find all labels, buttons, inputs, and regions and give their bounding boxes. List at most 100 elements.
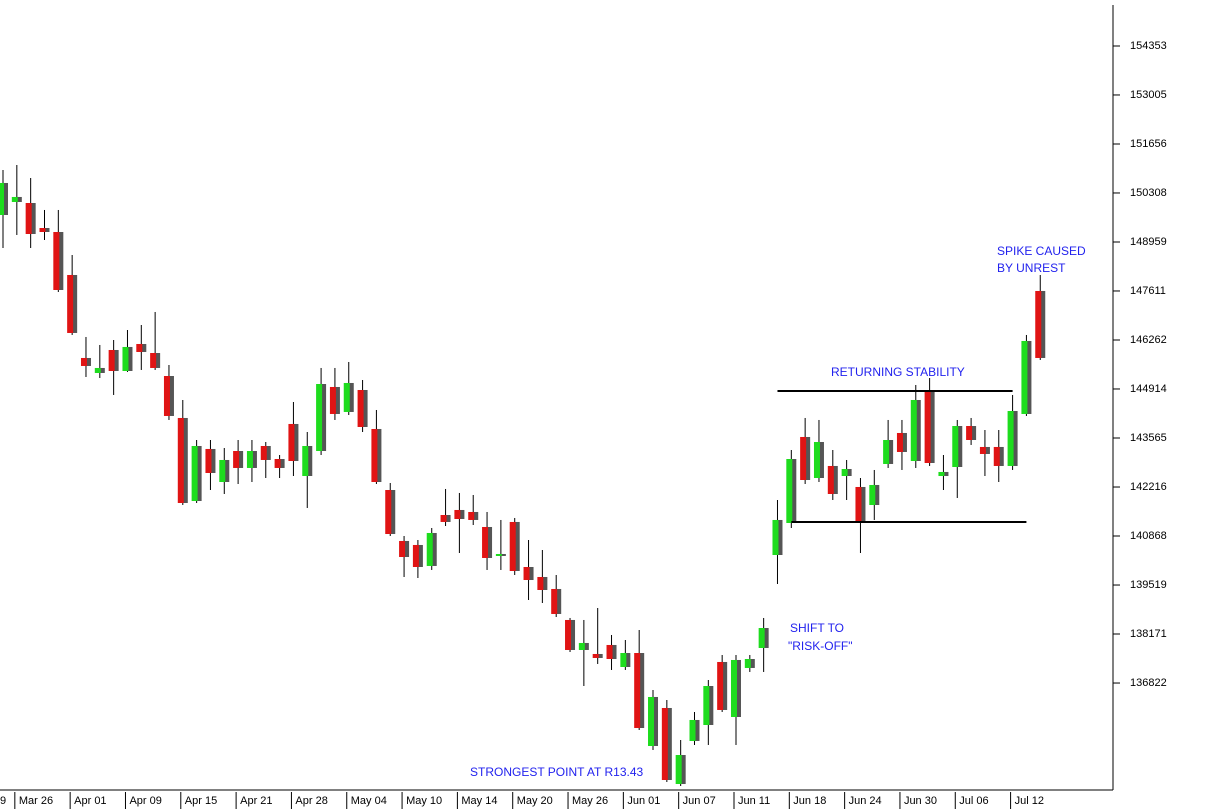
x-tick-label: Apr 09	[129, 795, 161, 807]
candle-body	[67, 274, 74, 333]
candle-shadow	[749, 659, 755, 668]
candle-shadow	[182, 417, 188, 504]
candle-body	[717, 661, 724, 710]
candle-body	[440, 514, 447, 522]
candle-body	[813, 441, 820, 479]
candle-body	[136, 343, 143, 352]
candle-body	[592, 653, 599, 658]
candle-shadow	[404, 540, 410, 558]
candle-shadow	[556, 588, 562, 614]
candle-shadow	[99, 367, 105, 373]
candle-shadow	[943, 471, 949, 477]
candle-body	[219, 459, 226, 483]
candle-body	[454, 509, 461, 519]
x-tick-label: Jun 18	[793, 795, 826, 807]
candle-shadow	[915, 399, 921, 461]
candle-body	[482, 526, 489, 558]
x-tick-label: May 04	[351, 795, 387, 807]
candle-shadow	[542, 576, 548, 590]
candle-body	[191, 445, 198, 502]
candle-body	[938, 471, 945, 477]
x-tick-label: May 14	[461, 795, 497, 807]
candle-shadow	[196, 445, 202, 502]
candle-body	[924, 391, 931, 463]
candle-body	[329, 386, 336, 414]
x-tick-label: May 20	[517, 795, 553, 807]
candle-body	[744, 659, 751, 668]
x-tick-label: Jun 24	[849, 795, 882, 807]
candle-shadow	[224, 459, 230, 483]
candle-body	[869, 484, 876, 506]
candle-body	[883, 439, 890, 464]
candle-body	[205, 448, 212, 473]
candle-shadow	[722, 661, 728, 710]
candle-body	[343, 382, 350, 412]
candle-shadow	[362, 389, 368, 427]
candle-body	[163, 376, 170, 416]
x-tick-label: Jun 01	[627, 795, 660, 807]
candle-shadow	[514, 521, 520, 571]
candle-body	[1007, 410, 1014, 466]
candle-shadow	[583, 642, 589, 650]
candle-shadow	[611, 644, 617, 660]
candle-body	[288, 423, 295, 461]
candle-body	[509, 521, 516, 571]
x-tick-label: Apr 28	[295, 795, 327, 807]
candle-shadow	[85, 357, 91, 366]
candle-body	[122, 346, 129, 371]
candle-body	[468, 511, 475, 520]
annotation: "RISK-OFF"	[788, 639, 853, 653]
candle-body	[1035, 290, 1042, 358]
x-tick-label: Jul 12	[1015, 795, 1044, 807]
candle-body	[495, 553, 502, 556]
candle-shadow	[777, 519, 783, 556]
x-tick-label: Apr 01	[74, 795, 106, 807]
candle-shadow	[238, 451, 244, 468]
candle-shadow	[791, 459, 797, 523]
candle-shadow	[805, 436, 811, 481]
candle-body	[302, 445, 309, 477]
candle-body	[855, 486, 862, 521]
candle-shadow	[390, 489, 396, 535]
candle-shadow	[888, 439, 894, 464]
candle-body	[952, 426, 959, 467]
candle-shadow	[735, 659, 741, 717]
candle-shadow	[321, 384, 327, 452]
candle-body	[177, 417, 184, 504]
candle-body	[53, 232, 60, 290]
candle-body	[979, 446, 986, 454]
candle-shadow	[58, 232, 64, 290]
annotation: STRONGEST POINT AT R13.43	[470, 765, 643, 779]
y-tick-label: 143565	[1130, 432, 1167, 444]
candle-shadow	[265, 445, 271, 460]
x-tick-label: Apr 21	[240, 795, 272, 807]
annotation: SHIFT TO	[790, 621, 844, 635]
candle-shadow	[141, 343, 147, 352]
y-tick-label: 139519	[1130, 579, 1167, 591]
candle-shadow	[528, 566, 534, 581]
candle-shadow	[957, 426, 963, 467]
candle-shadow	[653, 696, 659, 746]
candle-body	[910, 399, 917, 461]
candle-shadow	[666, 707, 672, 781]
y-tick-label: 144914	[1130, 383, 1167, 395]
candle-shadow	[500, 553, 506, 556]
candle-body	[772, 519, 779, 556]
candle-body	[260, 445, 267, 460]
y-tick-label: 147611	[1130, 285, 1166, 297]
candle-body	[399, 540, 406, 558]
candle-shadow	[155, 353, 161, 368]
candle-body	[39, 228, 46, 233]
candle-body	[620, 653, 627, 667]
candle-shadow	[639, 653, 645, 729]
y-tick-label: 146262	[1130, 334, 1167, 346]
x-tick-label: Jun 11	[738, 795, 770, 807]
candle-shadow	[846, 468, 852, 477]
candle-body	[1021, 340, 1028, 414]
candle-body	[246, 451, 253, 468]
candle-body	[703, 686, 710, 725]
y-tick-label: 153005	[1130, 89, 1167, 101]
candle-shadow	[334, 386, 340, 414]
candle-shadow	[431, 532, 437, 566]
